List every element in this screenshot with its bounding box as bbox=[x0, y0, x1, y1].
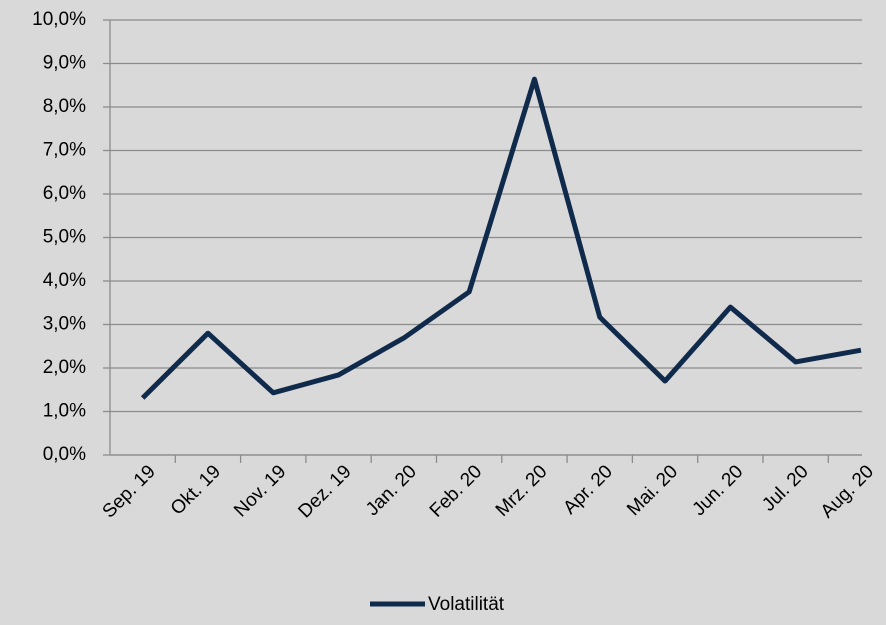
line-series bbox=[140, 76, 862, 400]
y-tick-label: 3,0% bbox=[43, 314, 86, 335]
y-tick-label: 7,0% bbox=[43, 140, 86, 161]
y-tick-label: 9,0% bbox=[43, 53, 86, 74]
y-tick-label: 8,0% bbox=[43, 96, 86, 117]
y-tick-label: 10,0% bbox=[32, 9, 86, 30]
y-tick-label: 6,0% bbox=[43, 183, 86, 204]
y-tick-label: 0,0% bbox=[43, 444, 86, 465]
x-tick-label: Mai. 20 bbox=[623, 461, 682, 520]
x-tick-label: Nov. 19 bbox=[230, 461, 290, 521]
y-tick-label: 4,0% bbox=[43, 270, 86, 291]
y-tick-label: 5,0% bbox=[43, 227, 86, 248]
x-tick-label: Sep. 19 bbox=[99, 461, 160, 522]
x-tick-label: Okt. 19 bbox=[167, 461, 225, 519]
x-tick-label: Feb. 20 bbox=[426, 461, 486, 521]
y-tick-label: 1,0% bbox=[43, 401, 86, 422]
x-tick-label: Dez. 19 bbox=[294, 461, 355, 522]
x-tick-label: Jul. 20 bbox=[758, 461, 812, 515]
x-tick-label: Mrz. 20 bbox=[492, 461, 552, 521]
x-tick-label: Jun. 20 bbox=[689, 461, 748, 520]
y-tick-label: 2,0% bbox=[43, 357, 86, 378]
x-tick-label: Aug. 20 bbox=[817, 461, 878, 522]
x-tick-label: Jan. 20 bbox=[362, 461, 421, 520]
legend-label: Volatilität bbox=[428, 594, 505, 615]
x-tick-label: Apr. 20 bbox=[559, 461, 616, 518]
